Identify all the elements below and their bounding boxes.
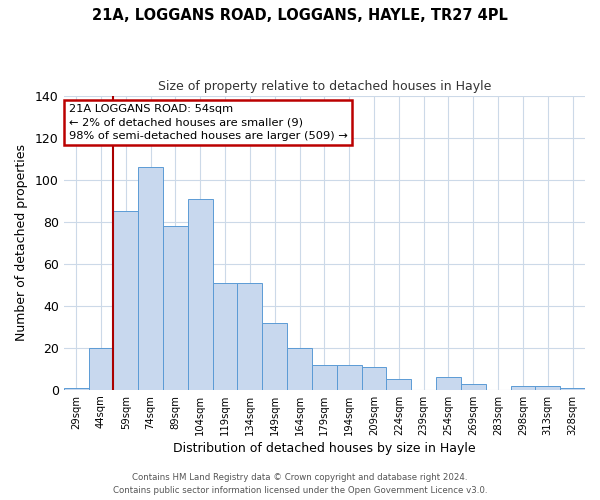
Bar [560, 388, 585, 390]
Bar [262, 322, 287, 390]
Bar [212, 282, 238, 390]
Text: Contains HM Land Registry data © Crown copyright and database right 2024.
Contai: Contains HM Land Registry data © Crown c… [113, 474, 487, 495]
Bar [337, 364, 362, 390]
Bar [386, 380, 411, 390]
Title: Size of property relative to detached houses in Hayle: Size of property relative to detached ho… [158, 80, 491, 93]
X-axis label: Distribution of detached houses by size in Hayle: Distribution of detached houses by size … [173, 442, 476, 455]
Bar [362, 366, 386, 390]
Bar [238, 282, 262, 390]
Bar [138, 167, 163, 390]
Bar [188, 198, 212, 390]
Bar [535, 386, 560, 390]
Bar [436, 377, 461, 390]
Bar [511, 386, 535, 390]
Bar [89, 348, 113, 390]
Bar [312, 364, 337, 390]
Text: 21A, LOGGANS ROAD, LOGGANS, HAYLE, TR27 4PL: 21A, LOGGANS ROAD, LOGGANS, HAYLE, TR27 … [92, 8, 508, 22]
Text: 21A LOGGANS ROAD: 54sqm
← 2% of detached houses are smaller (9)
98% of semi-deta: 21A LOGGANS ROAD: 54sqm ← 2% of detached… [69, 104, 347, 141]
Bar [113, 211, 138, 390]
Bar [163, 226, 188, 390]
Y-axis label: Number of detached properties: Number of detached properties [15, 144, 28, 341]
Bar [64, 388, 89, 390]
Bar [287, 348, 312, 390]
Bar [461, 384, 486, 390]
